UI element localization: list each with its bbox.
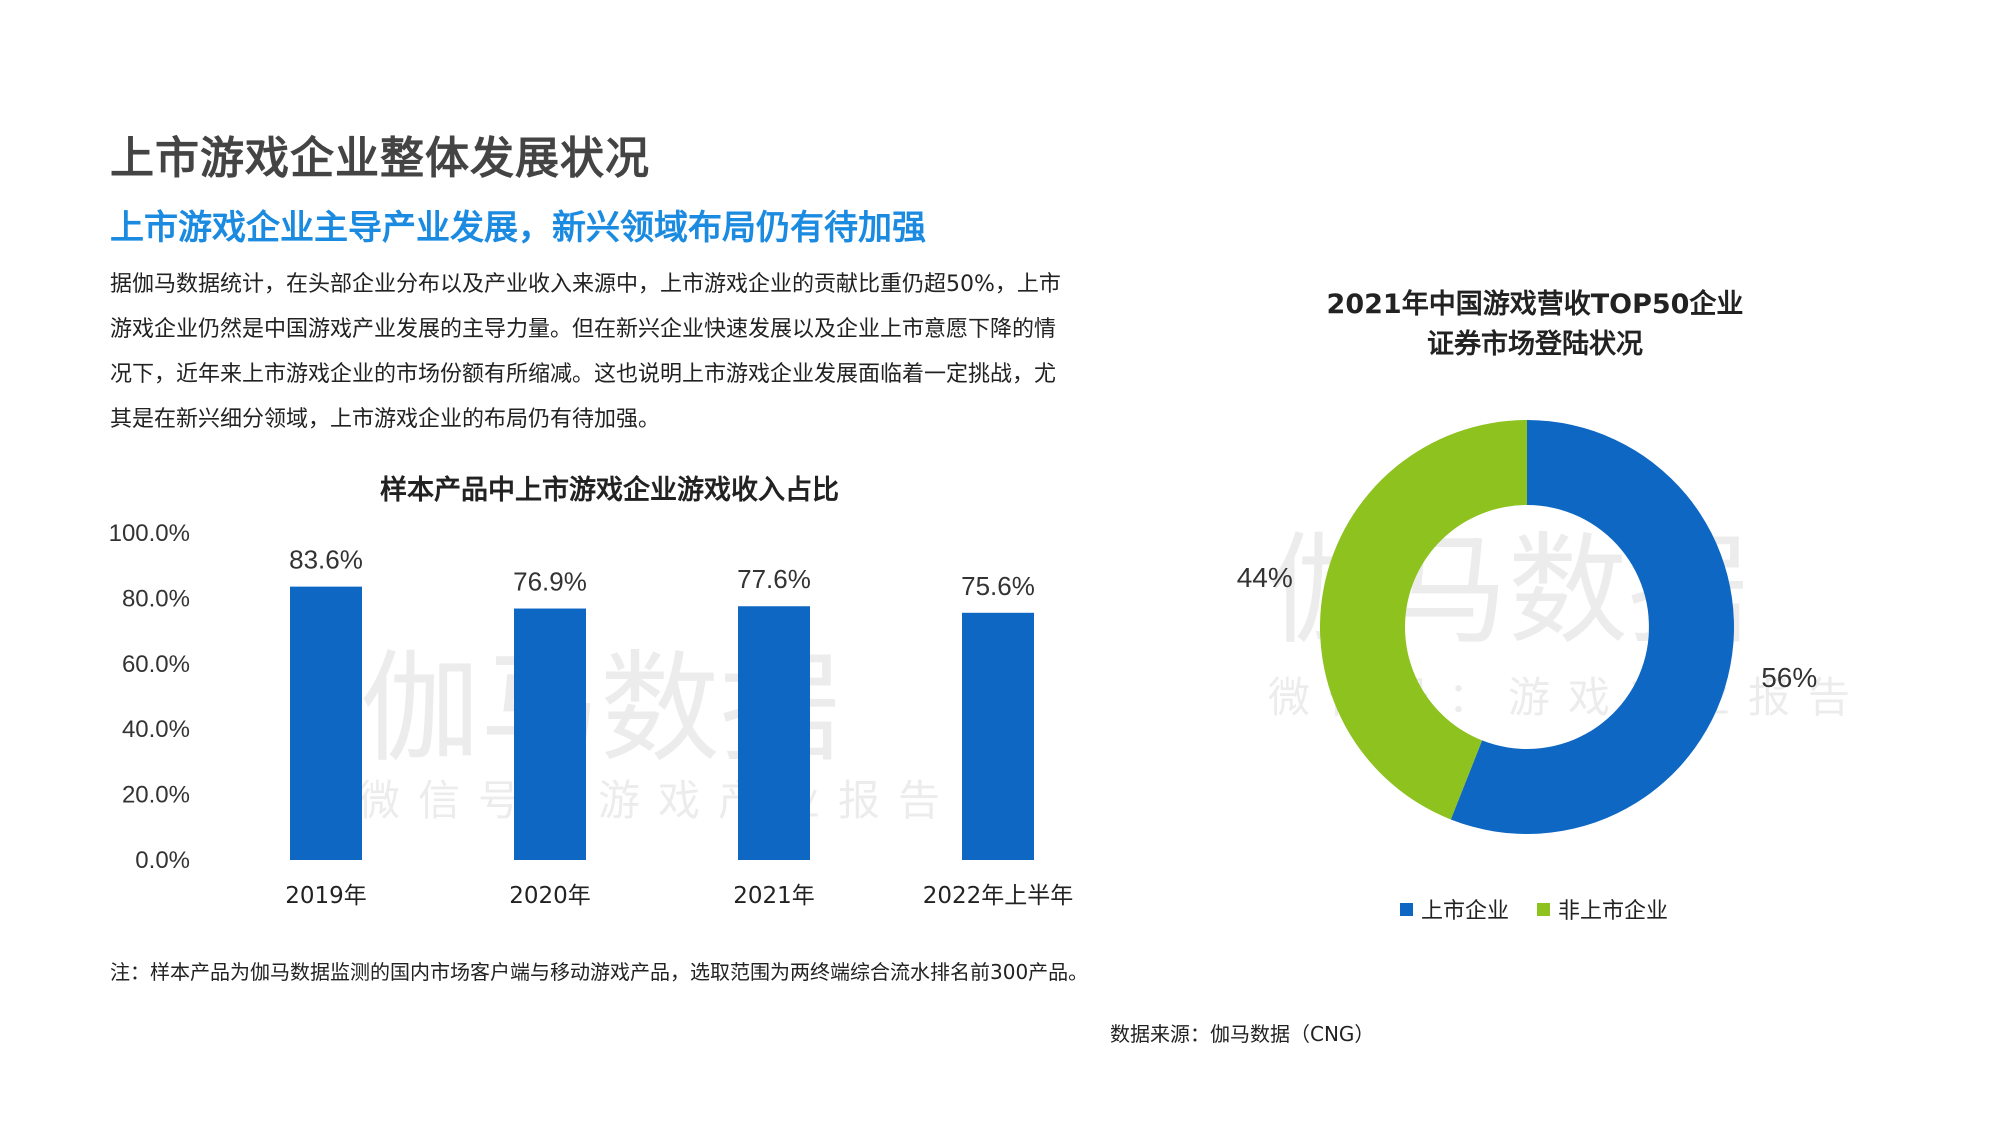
x-category-label: 2019年 — [285, 883, 367, 909]
y-tick-label: 20.0% — [122, 782, 190, 809]
page-title: 上市游戏企业整体发展状况 — [110, 133, 650, 184]
bar-value-label: 76.9% — [513, 567, 587, 597]
x-category-label: 2022年上半年 — [923, 883, 1074, 909]
bar — [738, 606, 810, 860]
legend-item-listed: 上市企业 — [1400, 893, 1509, 925]
legend-label: 上市企业 — [1421, 899, 1510, 924]
body-line: 据伽马数据统计，在头部企业分布以及产业收入来源中，上市游戏企业的贡献比重仍超50… — [110, 272, 1061, 297]
donut-slice — [1320, 420, 1527, 820]
bar — [290, 586, 362, 860]
y-tick-label: 100.0% — [109, 520, 190, 547]
page-subtitle: 上市游戏企业主导产业发展，新兴领域布局仍有待加强 — [110, 208, 926, 248]
watermark-sub: 微信号：游戏产业报告 — [358, 776, 958, 825]
y-tick-label: 60.0% — [122, 651, 190, 678]
bar-chart-title: 样本产品中上市游戏企业游戏收入占比 — [380, 475, 839, 506]
body-line: 游戏企业仍然是中国游戏产业发展的主导力量。但在新兴企业快速发展以及企业上市意愿下… — [110, 317, 1057, 342]
legend-swatch-listed — [1400, 902, 1413, 916]
x-category-label: 2020年 — [509, 883, 591, 909]
legend-swatch-unlisted — [1537, 902, 1551, 916]
donut-chart: 56% 44% — [1237, 420, 1817, 834]
y-tick-label: 80.0% — [122, 585, 190, 612]
donut-value-label: 44% — [1237, 562, 1293, 593]
footnote: 注：样本产品为伽马数据监测的国内市场客户端与移动游戏产品，选取范围为两终端综合流… — [110, 960, 1089, 984]
bar-value-label: 83.6% — [289, 545, 363, 575]
body-paragraph: 据伽马数据统计，在头部企业分布以及产业收入来源中，上市游戏企业的贡献比重仍超50… — [110, 262, 1145, 442]
donut-chart-title: 2021年中国游戏营收TOP50企业 证券市场登陆状况 — [1255, 285, 1815, 365]
donut-title-line: 证券市场登陆状况 — [1427, 329, 1643, 360]
legend-label: 非上市企业 — [1558, 899, 1669, 924]
donut-slice — [1450, 420, 1734, 834]
bar-value-label: 75.6% — [961, 571, 1035, 601]
donut-legend: 上市企业 非上市企业 — [1400, 893, 1668, 925]
body-line: 况下，近年来上市游戏企业的市场份额有所缩减。这也说明上市游戏企业发展面临着一定挑… — [110, 362, 1057, 387]
donut-value-label: 56% — [1761, 662, 1817, 693]
donut-title-line: 2021年中国游戏营收TOP50企业 — [1326, 289, 1744, 320]
bar — [514, 608, 586, 860]
body-line: 其是在新兴细分领域，上市游戏企业的布局仍有待加强。 — [110, 407, 661, 432]
y-tick-label: 0.0% — [135, 847, 190, 874]
x-category-label: 2021年 — [733, 883, 815, 909]
data-source: 数据来源：伽马数据（CNG） — [1110, 1022, 1375, 1046]
legend-item-unlisted: 非上市企业 — [1537, 893, 1668, 925]
bar-value-label: 77.6% — [737, 564, 811, 594]
watermark-left: 伽马数据 微信号：游戏产业报告 — [358, 640, 958, 825]
y-tick-label: 40.0% — [122, 716, 190, 743]
bar-chart: 0.0% 20.0% 40.0% 60.0% 80.0% 100.0% 83.6% 2019年… — [109, 520, 1074, 909]
bar — [962, 612, 1034, 860]
